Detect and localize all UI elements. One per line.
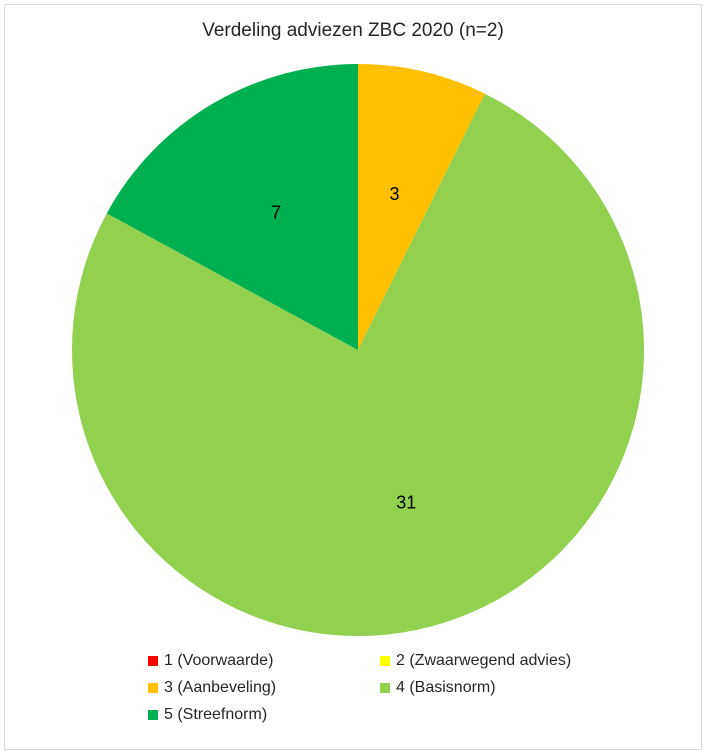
legend-label-4: 4 (Basisnorm)	[396, 679, 496, 696]
legend-swatch-4	[380, 683, 390, 693]
pie-slice-4	[72, 93, 644, 636]
pie-data-label-4: 31	[396, 493, 416, 513]
chart-title: Verdeling adviezen ZBC 2020 (n=2)	[202, 20, 504, 41]
legend-swatch-2	[380, 656, 390, 666]
legend-label-2: 2 (Zwaarwegend advies)	[396, 652, 572, 669]
legend-swatch-5	[148, 710, 158, 720]
legend-item-1: 1 (Voorwaarde)	[148, 652, 273, 670]
legend-item-3: 3 (Aanbeveling)	[148, 679, 276, 697]
legend-label-5: 5 (Streefnorm)	[164, 706, 268, 723]
legend-label-1: 1 (Voorwaarde)	[164, 652, 274, 669]
legend-swatch-3	[148, 683, 158, 693]
pie-data-label-5: 7	[271, 202, 281, 222]
pie-slice-5	[106, 64, 358, 350]
legend-item-4: 4 (Basisnorm)	[380, 679, 496, 697]
legend-label-3: 3 (Aanbeveling)	[164, 679, 277, 696]
legend-item-5: 5 (Streefnorm)	[148, 706, 267, 724]
legend-swatch-1	[148, 656, 158, 666]
legend-item-2: 2 (Zwaarwegend advies)	[380, 652, 571, 670]
pie-slice-3	[358, 64, 485, 350]
pie-data-label-3: 3	[389, 184, 399, 204]
